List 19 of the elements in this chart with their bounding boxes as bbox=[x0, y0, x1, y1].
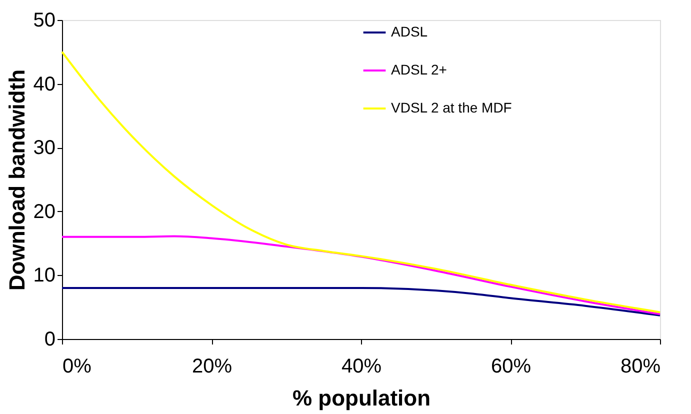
y-tick-label: 0 bbox=[44, 328, 56, 350]
y-tick-label: 40 bbox=[33, 73, 56, 96]
x-tick-label: 0% bbox=[62, 356, 92, 378]
y-tick-label: 20 bbox=[33, 200, 56, 223]
y-tick-label: 50 bbox=[33, 10, 56, 32]
x-tick-label: 60% bbox=[490, 356, 532, 378]
y-tick-label: 30 bbox=[33, 137, 56, 160]
y-tick-label: 10 bbox=[33, 264, 56, 287]
legend-label: ADSL 2+ bbox=[391, 62, 447, 78]
x-tick-label: 40% bbox=[341, 356, 382, 378]
y-axis-title: Download bandwidth bbox=[4, 69, 30, 291]
line-series bbox=[61, 286, 661, 316]
x-tick-label: 80% bbox=[620, 356, 661, 378]
x-axis-title: % population bbox=[292, 386, 431, 410]
line-series bbox=[61, 235, 661, 316]
x-tick-label: 20% bbox=[192, 356, 232, 378]
legend-label: ADSL bbox=[391, 24, 428, 40]
line-series bbox=[61, 50, 661, 314]
legend-label: VDSL 2 at the MDF bbox=[391, 100, 512, 116]
